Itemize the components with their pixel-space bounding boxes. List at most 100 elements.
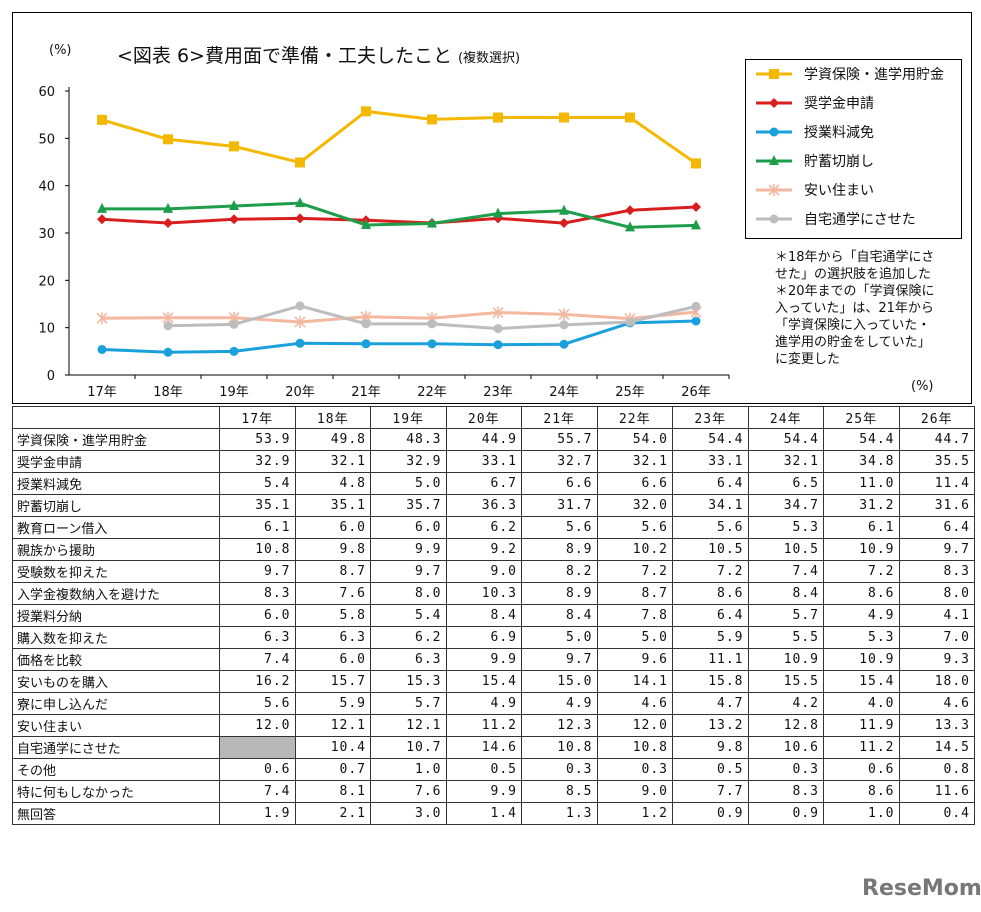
legend-label: 授業料減免 xyxy=(804,125,874,141)
table-cell: 10.5 xyxy=(747,538,824,561)
legend-label: 安い住まい xyxy=(804,183,874,199)
table-cell: 8.9 xyxy=(521,582,598,605)
table-cell: 12.1 xyxy=(294,714,371,737)
table-cell: 54.4 xyxy=(672,428,749,451)
table-cell: 15.5 xyxy=(747,670,824,693)
x-tick-label: 23年 xyxy=(483,385,513,400)
data-point xyxy=(427,339,437,349)
table-cell: 12.1 xyxy=(370,714,447,737)
table-cell xyxy=(219,736,296,759)
data-point xyxy=(625,205,635,216)
legend-item: 安い住まい xyxy=(754,180,874,200)
table-cell: 7.2 xyxy=(596,560,673,583)
x-tick-label: 17年 xyxy=(87,385,117,400)
table-cell: 13.3 xyxy=(898,714,975,737)
table-cell: 11.2 xyxy=(445,714,522,737)
table-row-label: 教育ローン借入 xyxy=(12,516,220,539)
legend-swatch xyxy=(756,214,792,224)
table-cell: 7.4 xyxy=(219,648,296,671)
data-point xyxy=(691,301,701,311)
table-cell: 10.8 xyxy=(521,736,598,759)
table-cell: 10.6 xyxy=(747,736,824,759)
table-cell: 6.9 xyxy=(445,626,522,649)
legend-label: 奨学金申請 xyxy=(804,96,874,112)
table-cell: 8.6 xyxy=(823,582,900,605)
table-cell: 0.5 xyxy=(672,758,749,781)
table-cell: 6.4 xyxy=(898,516,975,539)
data-point xyxy=(295,301,305,311)
table-cell: 4.6 xyxy=(596,692,673,715)
data-point xyxy=(691,316,701,326)
table-cell: 7.2 xyxy=(823,560,900,583)
table-header-cell: 22年 xyxy=(596,406,673,429)
table-cell: 0.5 xyxy=(445,758,522,781)
table-cell: 31.7 xyxy=(521,494,598,517)
table-cell: 35.1 xyxy=(219,494,296,517)
table-cell: 6.5 xyxy=(747,472,824,495)
table-cell: 7.0 xyxy=(898,626,975,649)
y-tick-label: 40 xyxy=(38,180,55,195)
table-cell: 4.9 xyxy=(445,692,522,715)
x-tick-label: 20年 xyxy=(285,385,315,400)
table-cell: 0.6 xyxy=(219,758,296,781)
data-point xyxy=(625,112,635,123)
table-cell: 32.9 xyxy=(370,450,447,473)
table-cell: 11.6 xyxy=(898,780,975,803)
chart-title: <図表 6>費用面で準備・工夫したこと (複数選択) xyxy=(117,41,520,68)
table-cell: 36.3 xyxy=(445,494,522,517)
table-cell: 10.9 xyxy=(747,648,824,671)
table-header-cell: 18年 xyxy=(294,406,371,429)
data-point xyxy=(361,339,371,349)
table-cell: 9.7 xyxy=(370,560,447,583)
table-cell: 0.3 xyxy=(596,758,673,781)
series-line-3 xyxy=(102,201,697,229)
table-cell: 54.4 xyxy=(747,428,824,451)
table-cell: 9.8 xyxy=(672,736,749,759)
table-header-cell: 20年 xyxy=(445,406,522,429)
table-cell: 5.8 xyxy=(294,604,371,627)
table-cell: 11.1 xyxy=(672,648,749,671)
y-tick-label: 30 xyxy=(38,227,55,242)
table-cell: 6.0 xyxy=(294,648,371,671)
table-cell: 9.9 xyxy=(445,648,522,671)
table-row: 親族から援助 10.8 9.8 9.9 9.2 8.9 10.2 10.5 10.5 10.9 9.… xyxy=(12,538,975,561)
table-cell: 8.5 xyxy=(521,780,598,803)
table-cell: 1.9 xyxy=(219,802,296,825)
data-point xyxy=(97,344,107,354)
data-point xyxy=(625,221,635,232)
table-cell: 12.3 xyxy=(521,714,598,737)
table-cell: 10.7 xyxy=(370,736,447,759)
data-point xyxy=(163,134,173,145)
table-cell: 5.6 xyxy=(521,516,598,539)
note-line: ＊20年までの「学資保険に xyxy=(775,284,935,299)
table-cell: 6.3 xyxy=(219,626,296,649)
data-point xyxy=(559,204,569,215)
table-row: 無回答 1.9 2.1 3.0 1.4 1.3 1.2 0.9 0.9 1.0 0.4 xyxy=(12,802,975,825)
legend-label: 学資保険・進学用貯金 xyxy=(804,67,944,83)
x-tick-label: 18年 xyxy=(153,385,183,400)
table-cell: 5.4 xyxy=(219,472,296,495)
table-cell: 34.8 xyxy=(823,450,900,473)
table-cell: 1.3 xyxy=(521,802,598,825)
table-cell: 33.1 xyxy=(672,450,749,473)
table-row: 貯蓄切崩し 35.1 35.1 35.7 36.3 31.7 32.0 34.1 34.7 31.… xyxy=(12,494,975,517)
data-point xyxy=(559,218,569,229)
table-cell: 12.8 xyxy=(747,714,824,737)
legend-item: 授業料減免 xyxy=(754,122,874,142)
table-cell: 5.6 xyxy=(672,516,749,539)
table-cell: 6.0 xyxy=(294,516,371,539)
table-cell: 4.9 xyxy=(823,604,900,627)
table-cell: 10.9 xyxy=(823,648,900,671)
note-line: 入っていた」は、21年から xyxy=(775,301,934,316)
table-row: その他 0.6 0.7 1.0 0.5 0.3 0.3 0.5 0.3 0.6 0.8 xyxy=(12,758,975,781)
table-cell: 5.4 xyxy=(370,604,447,627)
table-cell: 34.1 xyxy=(672,494,749,517)
data-point xyxy=(427,319,437,329)
table-cell: 0.6 xyxy=(823,758,900,781)
table-row-label: 安いものを購入 xyxy=(12,670,220,693)
table-header-cell: 25年 xyxy=(823,406,900,429)
table-cell: 7.4 xyxy=(219,780,296,803)
table-cell: 0.3 xyxy=(747,758,824,781)
legend-label: 貯蓄切崩し xyxy=(804,154,874,170)
data-point xyxy=(294,315,306,328)
